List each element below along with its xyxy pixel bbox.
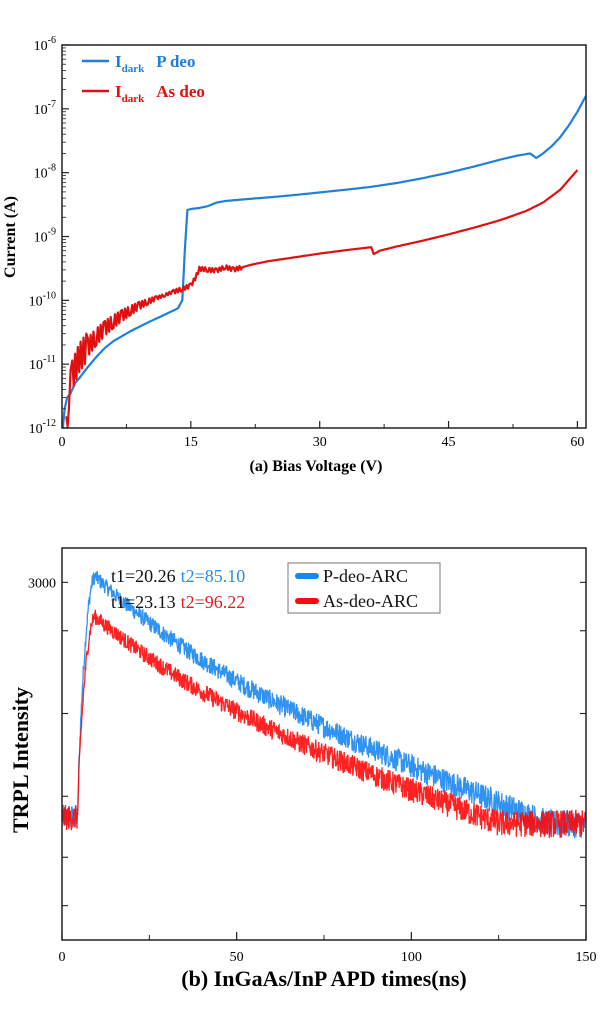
chart-a-iv-curve: 0 15 30 45 60 10-1210-1110-1010-910-810-710-… bbox=[2, 35, 587, 475]
annotation-p-t1: t1=20.26 bbox=[111, 566, 176, 586]
y-tick-label: 10-6 bbox=[34, 35, 56, 54]
x-tick-label: 100 bbox=[401, 950, 422, 965]
series-line-p-deo bbox=[62, 95, 586, 428]
annotation-p-t2: t2=85.10 bbox=[181, 566, 246, 586]
x-tick-label: 50 bbox=[230, 950, 244, 965]
chart-b-plot-area bbox=[62, 570, 586, 839]
legend-label-p-deo-tail: P deo bbox=[156, 52, 195, 71]
chart-a-plot-area bbox=[62, 95, 586, 428]
chart-b-y-ticks: 3000 bbox=[28, 576, 586, 907]
legend-label-as-deo-sub: dark bbox=[122, 93, 146, 105]
annotation-as-t2: t2=96.22 bbox=[181, 592, 246, 612]
chart-b-x-axis-title: (b) InGaAs/InP APD times(ns) bbox=[181, 966, 466, 991]
legend-label-p-deo-sub: dark bbox=[122, 63, 146, 75]
chart-b-y-axis-title: TRPL Intensity bbox=[8, 687, 33, 833]
legend-item-as-deo: Idark As deo bbox=[82, 82, 205, 105]
chart-a-x-axis-title: (a) Bias Voltage (V) bbox=[250, 458, 383, 475]
chart-a-x-ticks: 0 15 30 45 60 bbox=[59, 421, 584, 450]
legend-label-as-deo-main: I bbox=[115, 82, 122, 101]
legend-label-as-deo-arc: As-deo-ARC bbox=[323, 591, 418, 611]
series-line-p-deo-arc bbox=[62, 570, 586, 839]
chart-a-legend: Idark P deo Idark As deo bbox=[82, 52, 205, 105]
x-tick-label: 150 bbox=[576, 950, 597, 965]
chart-a-y-ticks: 10-12 10-11 10-10 10-9 10-8 10-7 10-6 bbox=[29, 35, 69, 437]
series-line-as-deo bbox=[65, 169, 579, 428]
y-tick-label: 10-8 bbox=[34, 163, 56, 182]
y-tick-label: 3000 bbox=[28, 576, 56, 591]
legend-label-p-deo-arc: P-deo-ARC bbox=[323, 566, 408, 586]
legend-label-p-deo-main: I bbox=[115, 52, 122, 71]
chart-b-annotations: t1=20.26 t2=85.10 t1=23.13 t2=96.22 bbox=[111, 566, 245, 612]
series-line-as-deo-arc bbox=[62, 609, 586, 838]
x-tick-label: 15 bbox=[184, 435, 198, 450]
legend-item-p-deo: Idark P deo bbox=[82, 52, 195, 75]
x-tick-label: 30 bbox=[313, 435, 327, 450]
chart-b-legend-box bbox=[287, 562, 441, 614]
y-tick-label: 10-12 bbox=[29, 418, 56, 437]
y-tick-label: 10-11 bbox=[29, 354, 56, 373]
y-tick-label: 10-10 bbox=[29, 290, 56, 309]
x-tick-label: 45 bbox=[442, 435, 456, 450]
annotation-as-t1: t1=23.13 bbox=[111, 592, 176, 612]
chart-b-frame bbox=[61, 547, 587, 941]
chart-a-y-axis-title: Current (A) bbox=[2, 196, 19, 278]
chart-b-legend: P-deo-ARC As-deo-ARC bbox=[287, 562, 441, 614]
x-tick-label: 0 bbox=[59, 435, 66, 450]
x-tick-label: 0 bbox=[59, 950, 66, 965]
legend-label-as-deo-tail: As deo bbox=[156, 82, 205, 101]
y-tick-label: 10-9 bbox=[34, 227, 56, 246]
x-tick-label: 60 bbox=[570, 435, 584, 450]
y-tick-label: 10-7 bbox=[34, 99, 56, 118]
chart-b-x-ticks: 0 50 100 150 bbox=[59, 932, 597, 965]
